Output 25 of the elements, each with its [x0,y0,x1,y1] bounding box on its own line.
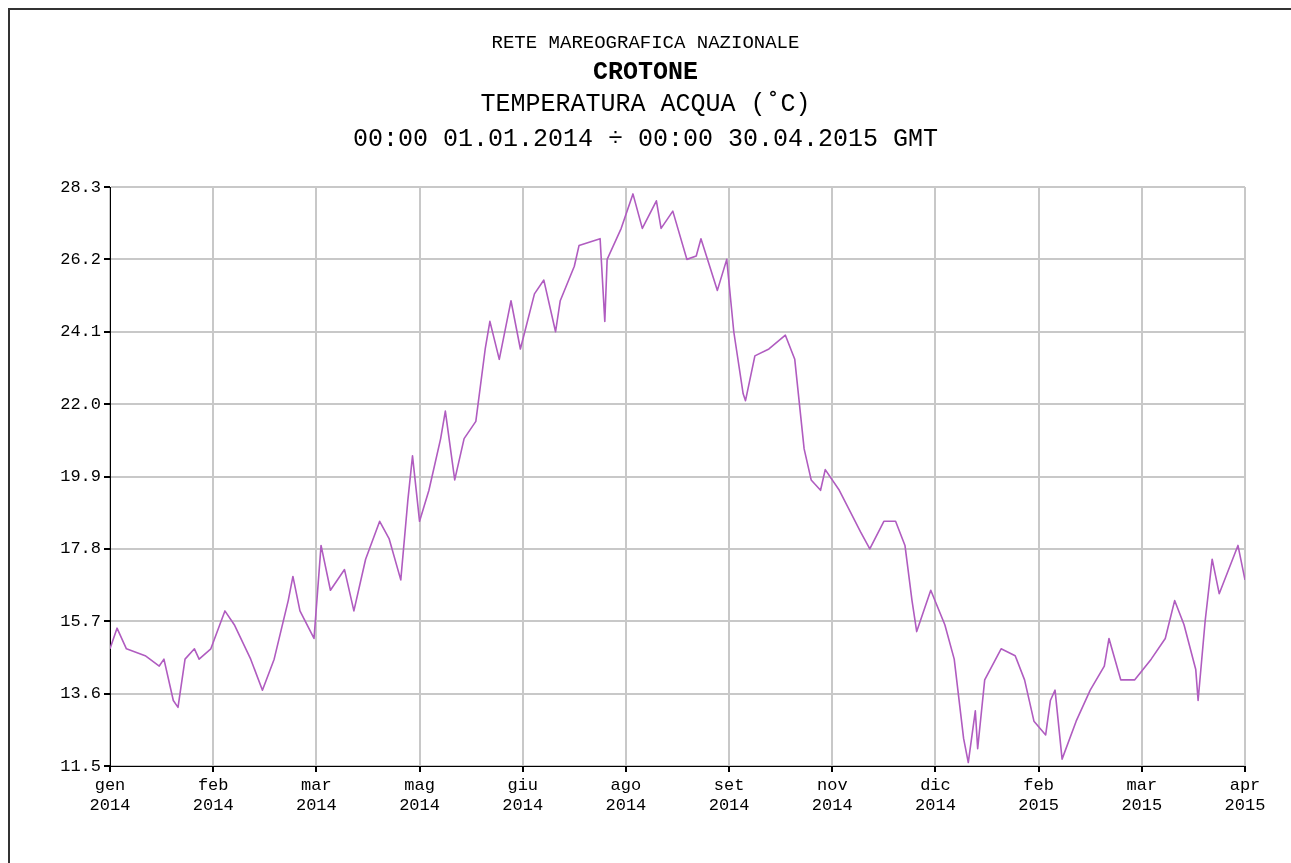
y-tick-label: 22.0 [60,394,101,414]
y-tick-label: 28.3 [60,177,101,197]
x-tick-label: set 2014 [708,775,750,816]
x-tick-label: mag 2014 [399,775,440,816]
x-tick-label: nov 2014 [811,775,853,816]
y-tick-label: 15.7 [60,611,101,631]
chart-subtitle: 00:00 01.01.2014 ÷ 00:00 30.04.2015 GMT [351,125,940,154]
y-tick-label: 24.1 [60,322,101,342]
x-tick-label: feb 2015 [1018,775,1060,816]
x-tick-label: gen 2014 [89,775,131,816]
x-tick-label: ago 2014 [605,775,647,816]
y-tick-label: 13.6 [60,684,101,704]
y-tick-label: 19.9 [60,467,101,486]
y-tick-label: 26.2 [60,249,101,269]
x-tick-label: dic 2014 [915,775,956,816]
chart-title: CROTONE [592,58,699,87]
text: RETE MAREOGRAFICA NAZIONALE [490,32,801,54]
y-axis-title: TEMPERATURA ACQUA (˚C) [479,90,812,119]
x-tick-label: apr 2015 [1224,775,1266,816]
y-tick-label: 17.8 [60,539,101,559]
y-tick-label: 11.5 [60,756,101,776]
x-tick-label: mar 2015 [1121,775,1163,816]
x-tick-label: mar 2014 [295,775,337,816]
x-tick-label: feb 2014 [192,775,234,816]
x-tick-label: giu 2014 [502,775,544,816]
